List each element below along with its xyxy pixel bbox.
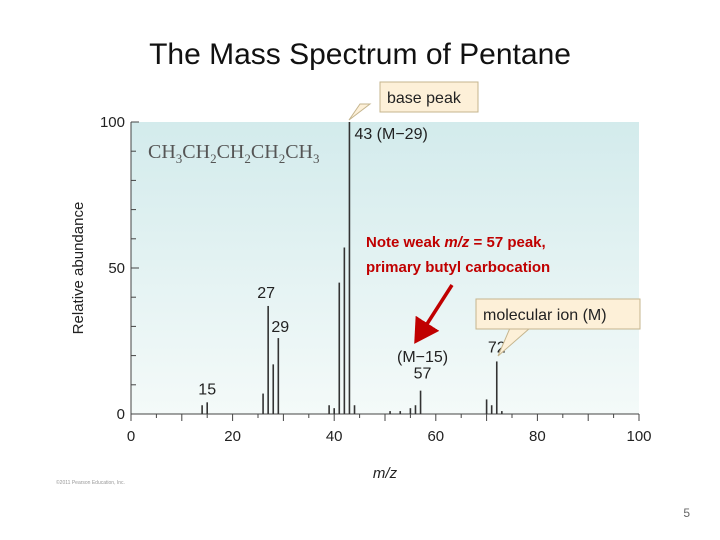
y-tick-label: 50 — [108, 260, 125, 277]
page-number: 5 — [683, 506, 690, 520]
x-axis-title: m/z — [373, 465, 398, 482]
base-peak-callout-pointer — [348, 103, 372, 121]
molecular-ion-callout-text: molecular ion (M) — [483, 307, 607, 324]
y-tick-label: 100 — [100, 114, 125, 131]
base-peak-callout-box — [379, 81, 479, 113]
x-tick-label: 100 — [626, 428, 651, 445]
x-tick-label: 40 — [326, 428, 343, 445]
x-tick-label: 60 — [427, 428, 444, 445]
note-line-2: primary butyl carbocation — [366, 259, 550, 276]
note-line-1: Note weak m/z = 57 peak, — [366, 234, 546, 251]
x-tick-label: 0 — [127, 428, 135, 445]
molecular-ion-callout: molecular ion (M) — [475, 298, 641, 357]
note-annotation: Note weak m/z = 57 peak, primary butyl c… — [366, 234, 550, 344]
base-peak-callout: base peak — [348, 81, 479, 121]
formula: CH3CH2CH2CH2CH3 — [148, 141, 319, 166]
molecular-ion-callout-box — [475, 298, 641, 330]
x-tick-label: 80 — [529, 428, 546, 445]
x-tick-label: 20 — [224, 428, 241, 445]
copyright-notice: ©2011 Pearson Education, Inc. — [56, 480, 125, 486]
slide-title: The Mass Spectrum of Pentane — [149, 38, 571, 71]
peak-label: 29 — [271, 319, 289, 336]
y-axis-title: Relative abundance — [70, 202, 87, 335]
peak-label: 27 — [257, 285, 275, 302]
peak-label: 15 — [198, 381, 216, 398]
y-tick-label: 0 — [117, 406, 125, 423]
note-arrow — [414, 284, 454, 344]
plot-area — [131, 122, 639, 414]
peak-label: 57 — [414, 366, 432, 383]
peak-label: (M−15) — [397, 349, 448, 366]
peak-label: 43 (M−29) — [354, 126, 427, 143]
base-peak-callout-text: base peak — [387, 90, 462, 107]
